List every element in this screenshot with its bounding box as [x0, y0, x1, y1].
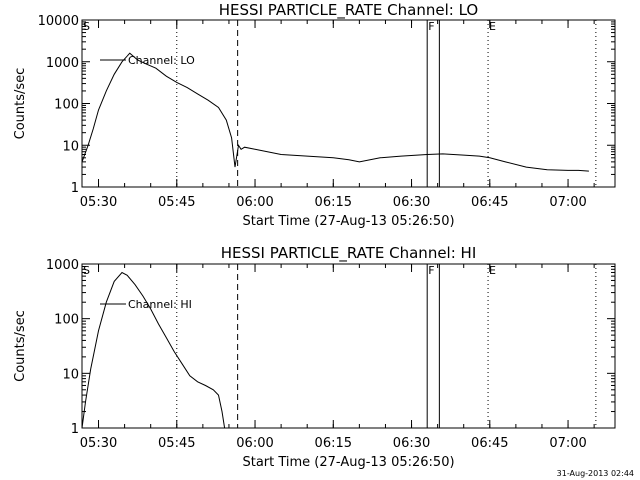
- y-axis-label: Counts/sec: [13, 310, 28, 382]
- legend-label: Channel: HI: [128, 298, 192, 311]
- x-tick-label: 06:30: [393, 195, 430, 210]
- y-tick-label: 1000: [46, 56, 79, 71]
- x-axis-label: Start Time (27-Aug-13 05:26:50): [242, 214, 454, 229]
- x-tick-label: 05:30: [80, 436, 117, 451]
- plot-frame: [81, 263, 616, 429]
- chart-panel-2: HESSI PARTICLE_RATE Channel: HI Start Tim…: [13, 244, 616, 470]
- x-tick-label: 05:45: [158, 195, 195, 210]
- y-tick-label: 100: [54, 98, 79, 113]
- chart-title: HESSI PARTICLE_RATE Channel: LO: [219, 1, 478, 20]
- plot-frame: [81, 19, 616, 188]
- x-tick-label: 06:45: [471, 436, 508, 451]
- x-tick-label: 07:00: [549, 436, 586, 451]
- legend-label: Channel: LO: [128, 54, 195, 67]
- x-tick-label: 06:00: [236, 195, 273, 210]
- y-tick-label: 10: [62, 139, 79, 154]
- event-marker-label: F: [428, 264, 434, 277]
- event-marker-label: S: [83, 264, 90, 277]
- x-tick-label: 06:45: [471, 195, 508, 210]
- y-tick-label: 1: [71, 422, 79, 437]
- x-tick-label: 06:00: [236, 436, 273, 451]
- chart-panel-1: HESSI PARTICLE_RATE Channel: LO Start Tim…: [13, 1, 616, 229]
- x-tick-label: 06:30: [393, 436, 430, 451]
- x-tick-label: 06:15: [315, 195, 352, 210]
- y-tick-label: 1: [71, 181, 79, 196]
- event-marker-label: F: [428, 20, 434, 33]
- series-line: [81, 52, 589, 172]
- x-tick-label: 05:45: [158, 436, 195, 451]
- y-axis-label: Counts/sec: [13, 68, 28, 140]
- chart-title: HESSI PARTICLE_RATE Channel: HI: [221, 244, 477, 263]
- series-line: [81, 271, 226, 429]
- y-tick-label: 100: [54, 313, 79, 328]
- x-tick-label: 06:15: [315, 436, 352, 451]
- x-tick-label: 07:00: [549, 195, 586, 210]
- y-tick-label: 1000: [46, 258, 79, 273]
- event-marker-label: E: [489, 20, 496, 33]
- render-timestamp: 31-Aug-2013 02:44: [556, 469, 634, 478]
- event-marker-label: E: [489, 264, 496, 277]
- x-axis-label: Start Time (27-Aug-13 05:26:50): [242, 455, 454, 470]
- y-tick-label: 10000: [38, 14, 79, 29]
- x-tick-label: 05:30: [80, 195, 117, 210]
- y-tick-label: 10: [62, 367, 79, 382]
- event-marker-label: S: [83, 20, 90, 33]
